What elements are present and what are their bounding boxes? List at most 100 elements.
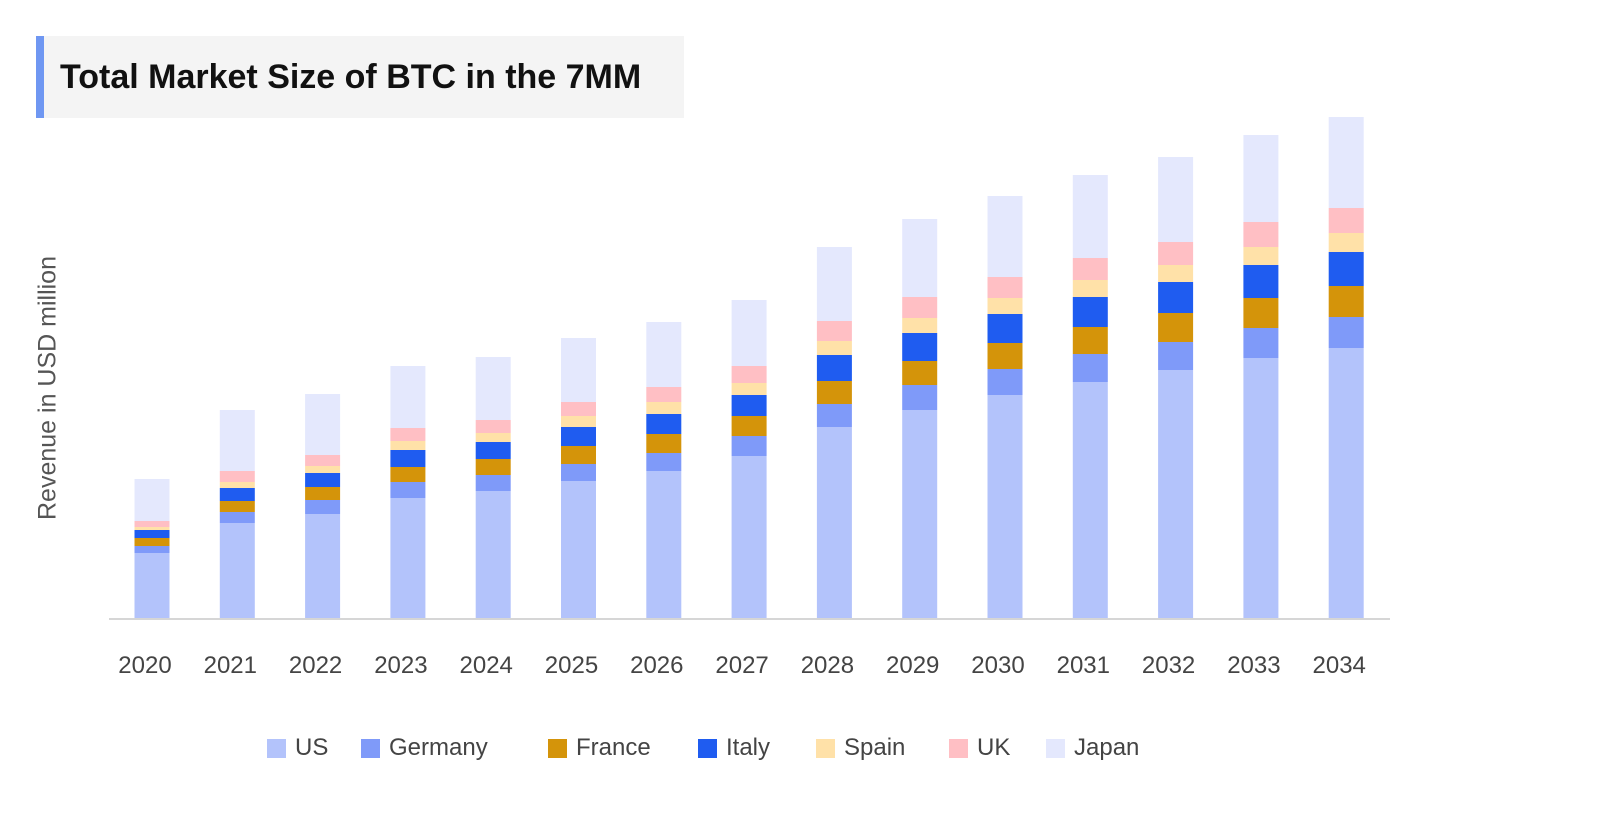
legend-swatch-uk bbox=[949, 738, 968, 758]
bar-italy-2020 bbox=[134, 530, 170, 538]
bar-france-2024 bbox=[475, 459, 511, 475]
bar-spain-2029 bbox=[902, 318, 938, 333]
bar-germany-2031 bbox=[1072, 354, 1108, 382]
bar-japan-2031 bbox=[1072, 175, 1108, 258]
bar-france-2028 bbox=[816, 381, 852, 404]
legend-label-france: France bbox=[576, 734, 651, 761]
bar-italy-2026 bbox=[646, 414, 682, 434]
x-tick-label-2023: 2023 bbox=[374, 652, 427, 679]
bar-japan-2020 bbox=[134, 479, 170, 521]
legend-label-us: US bbox=[295, 734, 329, 761]
x-tick-label-2031: 2031 bbox=[1057, 652, 1110, 679]
bar-uk-2022 bbox=[305, 455, 341, 466]
bar-uk-2021 bbox=[219, 471, 255, 482]
bar-germany-2034 bbox=[1328, 317, 1364, 348]
x-tick-label-2025: 2025 bbox=[545, 652, 598, 679]
legend-item-uk: UK bbox=[949, 733, 1010, 763]
bar-japan-2034 bbox=[1328, 117, 1364, 208]
bar-germany-2030 bbox=[987, 369, 1023, 395]
bar-italy-2031 bbox=[1072, 297, 1108, 327]
bar-spain-2025 bbox=[561, 416, 596, 427]
legend-item-us: US bbox=[267, 733, 328, 763]
bar-germany-2032 bbox=[1158, 342, 1194, 370]
bar-france-2021 bbox=[219, 501, 255, 512]
bar-germany-2022 bbox=[305, 500, 341, 514]
x-tick-label-2021: 2021 bbox=[204, 652, 257, 679]
legend-swatch-france bbox=[548, 738, 567, 758]
bar-spain-2022 bbox=[305, 466, 341, 473]
bar-japan-2025 bbox=[561, 338, 596, 402]
bar-uk-2031 bbox=[1072, 258, 1108, 280]
bar-germany-2025 bbox=[561, 464, 596, 481]
bar-spain-2020 bbox=[134, 527, 170, 530]
bar-japan-2032 bbox=[1158, 157, 1194, 242]
bar-germany-2024 bbox=[475, 475, 511, 491]
bar-uk-2024 bbox=[475, 420, 511, 433]
bar-japan-2023 bbox=[390, 366, 426, 428]
bar-us-2020 bbox=[134, 553, 170, 619]
x-tick-label-2030: 2030 bbox=[971, 652, 1024, 679]
bar-italy-2029 bbox=[902, 333, 938, 361]
bar-us-2033 bbox=[1243, 358, 1279, 619]
bar-spain-2023 bbox=[390, 441, 426, 450]
bar-france-2025 bbox=[561, 446, 596, 464]
bar-us-2024 bbox=[475, 491, 511, 619]
legend-item-italy: Italy bbox=[698, 733, 770, 763]
bar-uk-2029 bbox=[902, 297, 938, 318]
bar-uk-2026 bbox=[646, 387, 682, 402]
bar-uk-2020 bbox=[134, 521, 170, 527]
bar-france-2034 bbox=[1328, 286, 1364, 317]
bar-us-2028 bbox=[816, 427, 852, 619]
bar-japan-2022 bbox=[305, 394, 341, 455]
bar-france-2029 bbox=[902, 361, 938, 385]
bar-us-2027 bbox=[731, 456, 767, 619]
bar-japan-2026 bbox=[646, 322, 682, 387]
bar-spain-2027 bbox=[731, 383, 767, 395]
bar-uk-2023 bbox=[390, 428, 426, 441]
bar-uk-2033 bbox=[1243, 222, 1279, 247]
bar-germany-2029 bbox=[902, 385, 938, 410]
legend-swatch-germany bbox=[361, 738, 380, 758]
bar-uk-2034 bbox=[1328, 208, 1364, 233]
legend-item-japan: Japan bbox=[1046, 733, 1139, 763]
bar-japan-2028 bbox=[816, 247, 852, 321]
legend-label-spain: Spain bbox=[844, 734, 906, 761]
bar-japan-2024 bbox=[475, 357, 511, 420]
bar-us-2029 bbox=[902, 410, 938, 619]
bar-japan-2027 bbox=[731, 300, 767, 366]
bar-spain-2028 bbox=[816, 341, 852, 355]
bar-germany-2026 bbox=[646, 453, 682, 471]
legend-swatch-japan bbox=[1046, 738, 1065, 758]
x-tick-label-2022: 2022 bbox=[289, 652, 342, 679]
legend-swatch-us bbox=[267, 738, 286, 758]
bar-france-2022 bbox=[305, 487, 341, 500]
bar-italy-2021 bbox=[219, 488, 255, 501]
x-tick-label-2028: 2028 bbox=[801, 652, 854, 679]
bar-france-2023 bbox=[390, 467, 426, 482]
legend-label-japan: Japan bbox=[1074, 734, 1140, 761]
bar-us-2032 bbox=[1158, 370, 1194, 619]
bar-us-2025 bbox=[561, 481, 596, 619]
bar-spain-2032 bbox=[1158, 265, 1194, 282]
bar-italy-2028 bbox=[816, 355, 852, 381]
bar-us-2022 bbox=[305, 514, 341, 619]
bar-spain-2021 bbox=[219, 482, 255, 488]
bar-italy-2023 bbox=[390, 450, 426, 467]
bar-germany-2020 bbox=[134, 546, 170, 553]
x-tick-label-2020: 2020 bbox=[118, 652, 171, 679]
bar-germany-2033 bbox=[1243, 328, 1279, 358]
bar-france-2031 bbox=[1072, 327, 1108, 354]
bar-germany-2023 bbox=[390, 482, 426, 498]
bar-france-2033 bbox=[1243, 298, 1279, 328]
bar-italy-2030 bbox=[987, 314, 1023, 343]
bar-us-2021 bbox=[219, 523, 255, 619]
bar-spain-2034 bbox=[1328, 233, 1364, 252]
bar-italy-2022 bbox=[305, 473, 341, 487]
bar-us-2026 bbox=[646, 471, 682, 619]
bar-japan-2030 bbox=[987, 196, 1023, 277]
bar-italy-2024 bbox=[475, 442, 511, 459]
chart-title: Total Market Size of BTC in the 7MM bbox=[60, 58, 642, 96]
bar-japan-2021 bbox=[219, 410, 255, 471]
legend-item-germany: Germany bbox=[361, 733, 488, 763]
bar-spain-2024 bbox=[475, 433, 511, 442]
